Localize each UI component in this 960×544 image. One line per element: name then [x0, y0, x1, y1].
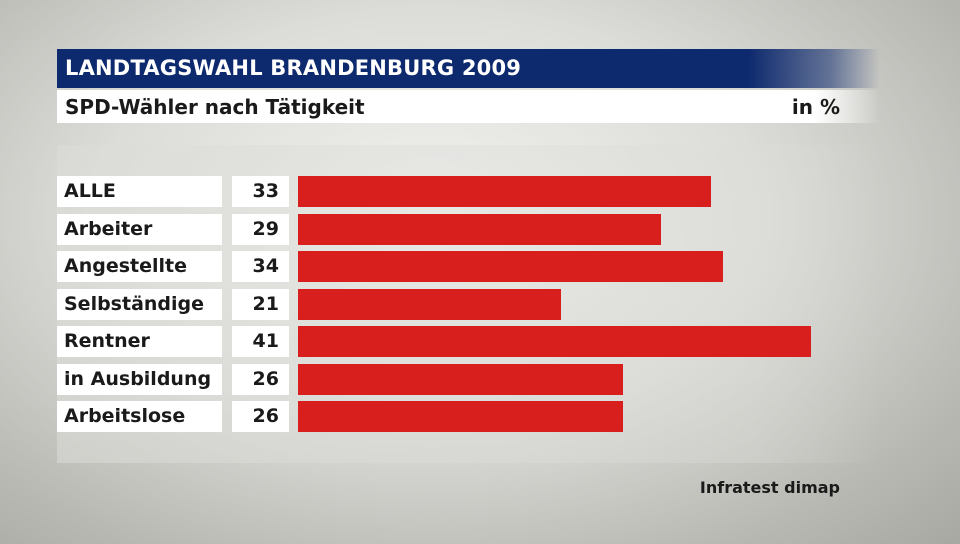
unit-label: in % [791, 95, 840, 119]
bar [298, 364, 623, 395]
category-label: Rentner [57, 326, 222, 357]
subtitle-bar: SPD-Wähler nach Tätigkeit in % [57, 90, 880, 123]
value-label: 26 [232, 364, 289, 395]
bar [298, 326, 811, 357]
bar [298, 176, 711, 207]
bar [298, 251, 723, 282]
source-label: Infratest dimap [699, 478, 840, 497]
category-label: in Ausbildung [57, 364, 222, 395]
bar [298, 401, 623, 432]
title-bar: LANDTAGSWAHL BRANDENBURG 2009 [57, 49, 880, 88]
category-label: Selbständige [57, 289, 222, 320]
chart-subtitle: SPD-Wähler nach Tätigkeit [65, 95, 365, 119]
chart-title: LANDTAGSWAHL BRANDENBURG 2009 [65, 56, 522, 80]
category-label: Arbeitslose [57, 401, 222, 432]
value-label: 33 [232, 176, 289, 207]
value-label: 41 [232, 326, 289, 357]
category-label: ALLE [57, 176, 222, 207]
value-label: 29 [232, 214, 289, 245]
value-label: 34 [232, 251, 289, 282]
bar [298, 289, 561, 320]
bar [298, 214, 661, 245]
value-label: 26 [232, 401, 289, 432]
value-label: 21 [232, 289, 289, 320]
category-label: Angestellte [57, 251, 222, 282]
category-label: Arbeiter [57, 214, 222, 245]
